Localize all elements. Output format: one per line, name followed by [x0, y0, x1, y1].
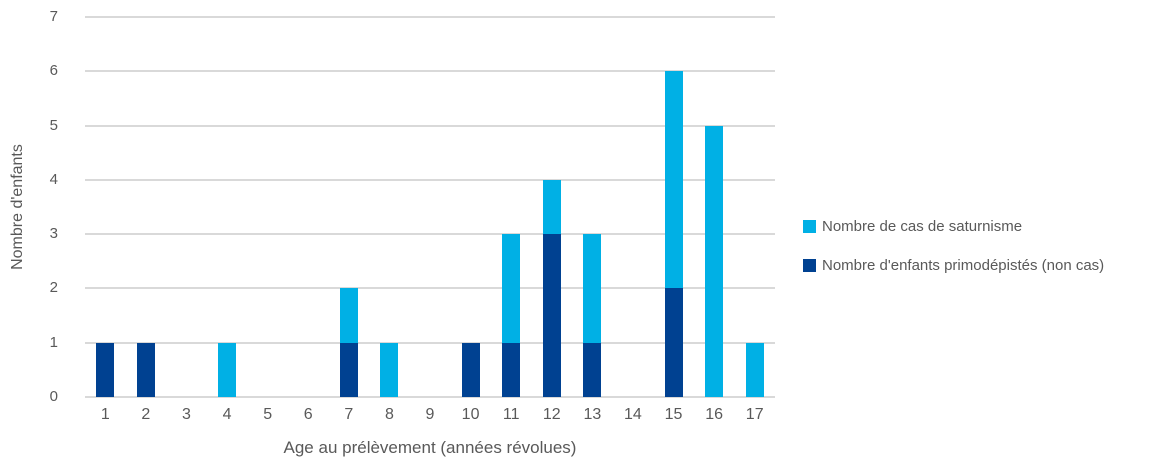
x-axis-title: Age au prélèvement (années révolues): [283, 438, 577, 457]
bar-segment-age15-saturnisme: [664, 71, 683, 289]
x-tick-label-16: 16: [705, 406, 723, 423]
y-tick-label-2: 2: [49, 279, 58, 297]
x-tick-label-9: 9: [425, 406, 435, 423]
x-tick-label-17: 17: [745, 406, 764, 423]
gridline-y5: [85, 124, 775, 127]
bar-segment-age13-primodepistes: [583, 342, 602, 397]
gridline-y0: [85, 396, 775, 398]
bar-segment-age13-saturnisme: [583, 234, 602, 343]
x-tick-label-1: 1: [100, 406, 110, 423]
legend-label: Nombre d'enfants primodépistés (non cas): [822, 257, 1105, 274]
bar-segment-age16-saturnisme: [705, 125, 724, 397]
chart-legend: Nombre de cas de saturnisme Nombre d'enfa…: [803, 218, 1104, 296]
x-tick-label-5: 5: [263, 406, 273, 423]
y-tick-label-4: 4: [49, 170, 58, 188]
plot-area: [85, 16, 775, 398]
y-axis-title: Nombre d'enfants: [9, 144, 26, 270]
bar-segment-age2-primodepistes: [136, 342, 155, 397]
x-tick-label-12: 12: [542, 406, 561, 423]
gridline-y1: [85, 341, 775, 344]
legend-swatch-icon: [803, 259, 816, 272]
x-tick-label-3: 3: [182, 406, 191, 423]
y-tick-label-5: 5: [49, 116, 58, 134]
x-tick-label-14: 14: [624, 406, 642, 423]
bar-segment-age1-primodepistes: [96, 342, 115, 397]
bar-segment-age17-saturnisme: [745, 342, 764, 397]
bar-segment-age7-saturnisme: [339, 288, 358, 343]
bar-segment-age11-saturnisme: [502, 234, 521, 343]
legend-label: Nombre de cas de saturnisme: [822, 218, 1023, 235]
bar-segment-age11-primodepistes: [502, 342, 521, 397]
x-tick-label-8: 8: [384, 406, 394, 423]
gridline-y3: [85, 233, 775, 236]
legend-swatch-icon: [803, 220, 816, 233]
bar-segment-age12-saturnisme: [542, 179, 561, 235]
gridline-y7: [85, 16, 775, 18]
y-tick-label-3: 3: [49, 225, 58, 243]
gridline-y4: [85, 178, 775, 181]
bar-segment-age15-primodepistes: [664, 288, 683, 397]
x-tick-label-11: 11: [502, 406, 520, 423]
y-tick-label-0: 0: [49, 388, 58, 405]
bar-segment-age10-primodepistes: [461, 342, 480, 397]
y-tick-label-1: 1: [49, 333, 58, 351]
x-tick-label-2: 2: [141, 406, 151, 423]
x-tick-label-15: 15: [664, 406, 683, 423]
gridline-y6: [85, 70, 775, 73]
gridline-y2: [85, 287, 775, 290]
x-tick-label-4: 4: [222, 406, 232, 423]
legend-item-0: Nombre de cas de saturnisme: [803, 218, 1104, 235]
x-tick-label-6: 6: [303, 406, 313, 423]
bar-segment-age4-saturnisme: [218, 342, 237, 397]
y-tick-label-7: 7: [49, 8, 58, 25]
x-tick-label-13: 13: [583, 406, 602, 423]
bar-segment-age12-primodepistes: [542, 234, 561, 397]
bar-segment-age7-primodepistes: [339, 342, 358, 397]
x-tick-label-10: 10: [461, 406, 480, 423]
x-tick-label-7: 7: [344, 406, 354, 423]
y-tick-label-6: 6: [49, 62, 58, 80]
bar-segment-age8-saturnisme: [380, 342, 399, 397]
legend-item-1: Nombre d'enfants primodépistés (non cas): [803, 257, 1104, 274]
